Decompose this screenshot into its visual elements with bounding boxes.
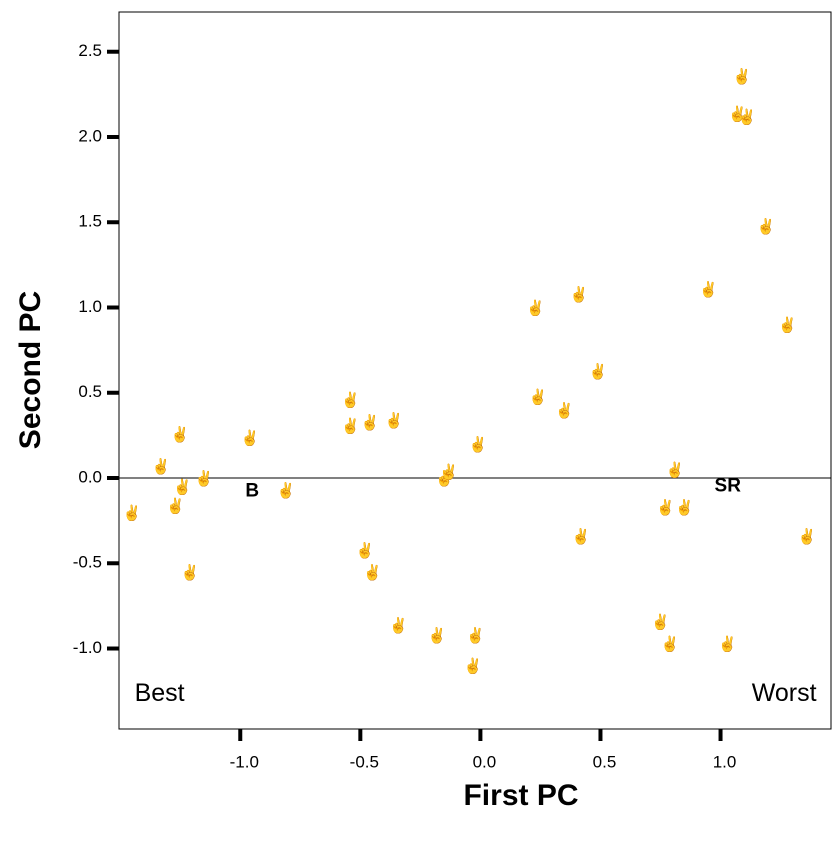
point: ✌ xyxy=(428,626,447,645)
point: ✌ xyxy=(435,469,454,488)
y-tick-label: 1.5 xyxy=(78,212,102,231)
plot-frame xyxy=(118,11,832,730)
point: ✌ xyxy=(738,107,757,126)
point: ✌ xyxy=(656,498,675,517)
y-tick-label: -1.0 xyxy=(73,638,102,657)
annotation: Best xyxy=(135,679,185,707)
x-tick-label: -0.5 xyxy=(350,752,379,771)
point: ✌ xyxy=(675,498,694,517)
point: ✌ xyxy=(651,612,670,631)
y-tick-label: 2.0 xyxy=(78,126,102,145)
point: ✌ xyxy=(241,428,260,447)
y-axis-label: Second PC xyxy=(14,291,47,449)
y-tick-label: 2.5 xyxy=(78,41,102,60)
point: ✌ xyxy=(466,626,485,645)
point: ✌ xyxy=(173,477,192,496)
point: ✌ xyxy=(661,634,680,653)
point: ✌ xyxy=(757,216,776,235)
point: ✌ xyxy=(341,390,360,409)
point: ✌ xyxy=(363,562,382,581)
point: ✌ xyxy=(277,481,296,500)
x-axis-label: First PC xyxy=(463,779,578,812)
point: ✌ xyxy=(699,279,718,298)
point: ✌ xyxy=(798,527,817,546)
point: ✌ xyxy=(361,412,380,431)
point: ✌ xyxy=(555,400,574,419)
point: ✌ xyxy=(341,416,360,435)
point: ✌ xyxy=(171,424,190,443)
point: ✌ xyxy=(570,285,589,304)
point: ✌ xyxy=(195,469,214,488)
point: ✌ xyxy=(123,503,142,522)
y-tick-label: 1.0 xyxy=(78,297,102,316)
point: ✌ xyxy=(385,411,404,430)
annotation: SR xyxy=(715,476,742,497)
point: ✌ xyxy=(464,656,483,675)
x-tick-label: -1.0 xyxy=(230,752,259,771)
x-tick-label: 0.5 xyxy=(593,752,617,771)
x-tick-label: 1.0 xyxy=(713,752,737,771)
y-tick-label: -0.5 xyxy=(73,553,102,572)
point: ✌ xyxy=(166,496,185,515)
point: ✌ xyxy=(778,315,797,334)
x-tick-label: 0.0 xyxy=(473,752,497,771)
point: ✌ xyxy=(356,540,375,559)
point: ✌ xyxy=(526,298,545,317)
annotation: Worst xyxy=(752,679,817,707)
annotation: B xyxy=(245,481,259,502)
point: ✌ xyxy=(589,361,608,380)
point: ✌ xyxy=(180,562,199,581)
point: ✌ xyxy=(389,615,408,634)
point: ✌ xyxy=(733,66,752,85)
point: ✌ xyxy=(152,457,171,476)
y-tick-label: 0.5 xyxy=(78,382,102,401)
point: ✌ xyxy=(440,462,459,481)
point: ✌ xyxy=(666,460,685,479)
point: ✌ xyxy=(469,435,488,454)
point: ✌ xyxy=(728,104,747,123)
point: ✌ xyxy=(572,527,591,546)
point: ✌ xyxy=(529,387,548,406)
y-tick-label: 0.0 xyxy=(78,467,102,486)
point: ✌ xyxy=(718,634,737,653)
